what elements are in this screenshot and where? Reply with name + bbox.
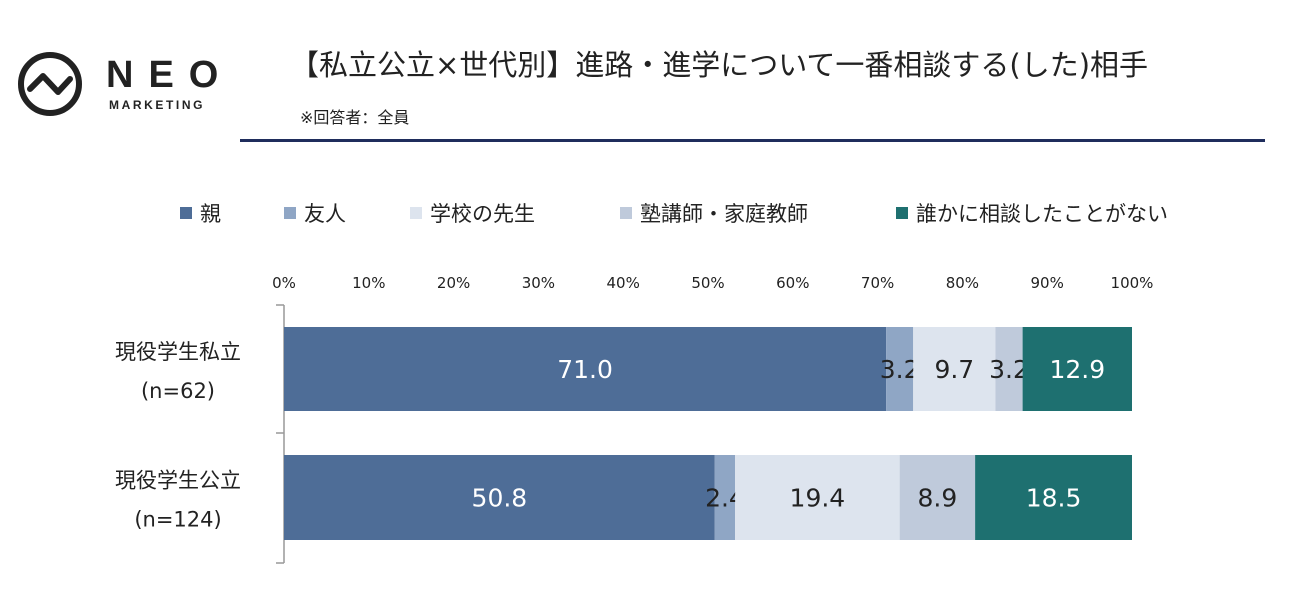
bar-segment <box>714 455 736 540</box>
legend-item: 親 <box>180 198 221 228</box>
bar-segment <box>899 455 976 540</box>
bar-segment <box>284 327 887 411</box>
data-label: 71.0 <box>557 355 613 384</box>
legend-swatch <box>620 207 632 219</box>
logo-circle-icon <box>18 52 82 116</box>
logo-wordmark: NEO <box>106 54 234 96</box>
x-tick-label: 50% <box>691 274 724 292</box>
bar-segment <box>995 327 1023 411</box>
x-tick-label: 0% <box>272 274 296 292</box>
data-label: 50.8 <box>472 484 528 513</box>
x-tick-label: 60% <box>776 274 809 292</box>
category-count-label: (n=62) <box>141 379 215 403</box>
data-label: 19.4 <box>790 484 846 513</box>
x-tick-label: 90% <box>1031 274 1064 292</box>
legend-swatch <box>896 207 908 219</box>
data-label: 9.7 <box>934 355 974 384</box>
bar-segment <box>735 455 900 540</box>
category-count-label: (n=124) <box>134 508 221 532</box>
legend-swatch <box>410 207 422 219</box>
x-tick-label: 70% <box>861 274 894 292</box>
bar-segment <box>975 455 1132 540</box>
legend-swatch <box>284 207 296 219</box>
data-label: 18.5 <box>1026 484 1082 513</box>
neo-marketing-logo: NEO MARKETING <box>14 48 254 120</box>
data-label: 3.2 <box>989 355 1029 384</box>
bar-segment <box>1022 327 1132 411</box>
x-tick-label: 100% <box>1111 274 1154 292</box>
legend-swatch <box>180 207 192 219</box>
legend-item: 友人 <box>284 198 346 228</box>
legend-item: 誰かに相談したことがない <box>896 198 1168 228</box>
x-tick-label: 20% <box>437 274 470 292</box>
legend-item: 学校の先生 <box>410 198 535 228</box>
category-label: 現役学生私立 <box>115 340 241 364</box>
chart-title: 【私立公立×世代別】進路・進学について一番相談する(した)相手 <box>290 48 1149 82</box>
x-tick-label: 30% <box>522 274 555 292</box>
legend-label: 塾講師・家庭教師 <box>640 202 808 226</box>
bar-segment <box>886 327 914 411</box>
data-label: 12.9 <box>1049 355 1105 384</box>
category-label: 現役学生公立 <box>115 469 241 493</box>
x-tick-label: 10% <box>352 274 385 292</box>
x-tick-label: 80% <box>946 274 979 292</box>
legend-label: 誰かに相談したことがない <box>916 202 1168 226</box>
legend-label: 学校の先生 <box>430 202 535 226</box>
chart-subtitle: ※回答者：全員 <box>300 108 410 127</box>
data-label: 3.2 <box>880 355 920 384</box>
legend-item: 塾講師・家庭教師 <box>620 198 808 228</box>
bar-segment <box>284 455 715 540</box>
bar-segment <box>913 327 996 411</box>
data-label: 8.9 <box>918 484 958 513</box>
legend-label: 友人 <box>304 202 346 226</box>
logo-tagline: MARKETING <box>109 98 206 112</box>
title-divider <box>240 139 1265 142</box>
x-tick-label: 40% <box>607 274 640 292</box>
legend-label: 親 <box>200 202 221 226</box>
